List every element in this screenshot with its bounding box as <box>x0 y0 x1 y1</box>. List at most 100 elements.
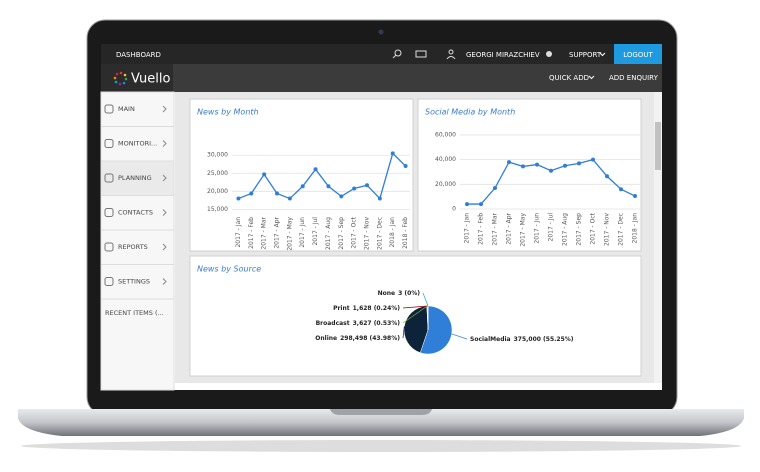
x-tick-label: 2018 - Jan <box>632 213 639 244</box>
x-tick-label: 2017 - Mar <box>261 216 268 249</box>
pie-label-name: Print <box>333 305 350 312</box>
chevron <box>588 75 595 80</box>
nav-label[interactable]: MONITORI... <box>118 140 157 148</box>
chart-title: News by Month <box>197 108 259 117</box>
x-tick-label: 2017 - Sep <box>338 217 345 250</box>
point <box>479 202 483 207</box>
nav-label[interactable]: PLANNING <box>118 174 152 182</box>
chart-title: Social Media by Month <box>425 108 515 117</box>
settings-icon[interactable] <box>546 51 552 57</box>
nav-icon <box>104 104 114 114</box>
footer-strip <box>175 383 662 390</box>
logout-button[interactable] <box>614 44 662 64</box>
nav-icon <box>104 277 114 286</box>
x-tick-label: 2017 - Apr <box>506 212 513 244</box>
leader-line <box>422 292 429 307</box>
point <box>326 184 331 189</box>
point <box>521 164 525 169</box>
logo-mark <box>113 71 128 86</box>
point <box>563 163 567 168</box>
pie-label-name: SocialMedia <box>470 336 511 343</box>
camera <box>378 29 384 35</box>
nav-item[interactable] <box>100 126 175 162</box>
pie-label-value: 3 (0%) <box>398 290 420 297</box>
shadow <box>21 440 741 452</box>
point <box>605 174 609 179</box>
pie-label-value: 375,000 (55.25%) <box>514 336 574 343</box>
x-tick-label: 2017 - Nov <box>364 217 371 250</box>
nav-label[interactable]: MAIN <box>118 105 135 113</box>
leader-line <box>451 333 468 340</box>
point <box>390 151 395 156</box>
keyboard-icon[interactable] <box>415 50 427 58</box>
pie-label: Print 1,628 (0.24%) <box>333 305 400 312</box>
pie-label: None 3 (0%) <box>378 290 421 297</box>
point <box>507 160 511 165</box>
recent-items[interactable]: RECENT ITEMS (... <box>105 309 164 317</box>
point <box>577 161 581 166</box>
pie-label-value: 1,628 (0.24%) <box>353 305 401 312</box>
x-tick-label: 2017 - Dec <box>618 213 625 246</box>
x-tick-label: 2017 - Aug <box>325 217 332 250</box>
point <box>313 167 318 172</box>
page-title: DASHBOARD <box>116 51 161 59</box>
x-tick-label: 2017 - May <box>520 213 527 247</box>
nav-icon <box>104 208 114 217</box>
point <box>236 196 241 201</box>
y-tick-label: 60,000 <box>435 131 456 138</box>
brand[interactable]: Vuello <box>131 72 170 87</box>
base-notch <box>330 409 432 415</box>
y-tick-label: 0 <box>452 206 456 213</box>
x-tick-label: 2017 - May <box>286 217 293 251</box>
user-icon <box>446 49 456 60</box>
laptop-base <box>18 409 744 436</box>
leader-line <box>402 326 405 339</box>
nav-bar <box>101 64 662 92</box>
x-tick-label: 2017 - Feb <box>248 217 255 249</box>
x-tick-label: 2017 - Nov <box>604 213 611 246</box>
point <box>493 186 497 191</box>
point <box>352 186 357 191</box>
chevron <box>162 243 167 251</box>
chart-panel <box>417 98 642 252</box>
nav-icon <box>104 242 114 252</box>
nav-label[interactable]: CONTACTS <box>118 209 153 217</box>
x-tick-label: 2017 - Feb <box>478 213 485 245</box>
pie-label-name: None <box>378 290 395 297</box>
pie-label-value: 298,498 (43.98%) <box>340 335 400 342</box>
add-enquiry[interactable]: ADD ENQUIRY <box>609 74 659 82</box>
nav-label[interactable]: REPORTS <box>118 243 148 251</box>
brand-box <box>101 64 173 92</box>
chevron <box>162 174 167 182</box>
scrollbar <box>654 92 662 383</box>
x-tick-label: 2017 - Jul <box>548 213 555 242</box>
y-tick-label: 20,000 <box>435 181 456 188</box>
point <box>465 202 469 207</box>
logout-label[interactable]: LOGOUT <box>623 51 653 59</box>
pie-label: SocialMedia 375,000 (55.25%) <box>470 336 574 343</box>
x-tick-label: 2017 - Mar <box>492 212 499 245</box>
nav-item[interactable] <box>100 195 175 231</box>
user-name[interactable]: GEORGI MIRAZCHIEV <box>466 51 540 59</box>
point <box>591 157 595 162</box>
x-tick-label: 2017 - Jul <box>312 217 319 246</box>
scroll-thumb[interactable] <box>655 122 661 170</box>
pie-label: Broadcast 3,627 (0.53%) <box>316 320 401 327</box>
point <box>365 183 369 188</box>
search-icon[interactable] <box>392 49 402 59</box>
support-menu[interactable]: SUPPORT <box>569 51 602 59</box>
chevron <box>162 209 167 216</box>
line-series <box>238 152 407 200</box>
pie-label: Online 298,498 (43.98%) <box>315 335 400 342</box>
quick-add[interactable]: QUICK ADD <box>549 74 589 82</box>
x-tick-label: 2017 - Apr <box>274 216 281 248</box>
x-tick-label: 2017 - Oct <box>590 212 597 244</box>
pie-label-value: 3,627 (0.53%) <box>353 320 401 327</box>
nav-item[interactable] <box>100 91 175 127</box>
nav-label[interactable]: SETTINGS <box>118 278 150 286</box>
point <box>249 191 254 196</box>
chevron <box>162 140 167 147</box>
x-tick-label: 2017 - Jun <box>534 213 541 244</box>
chevron <box>162 278 167 285</box>
